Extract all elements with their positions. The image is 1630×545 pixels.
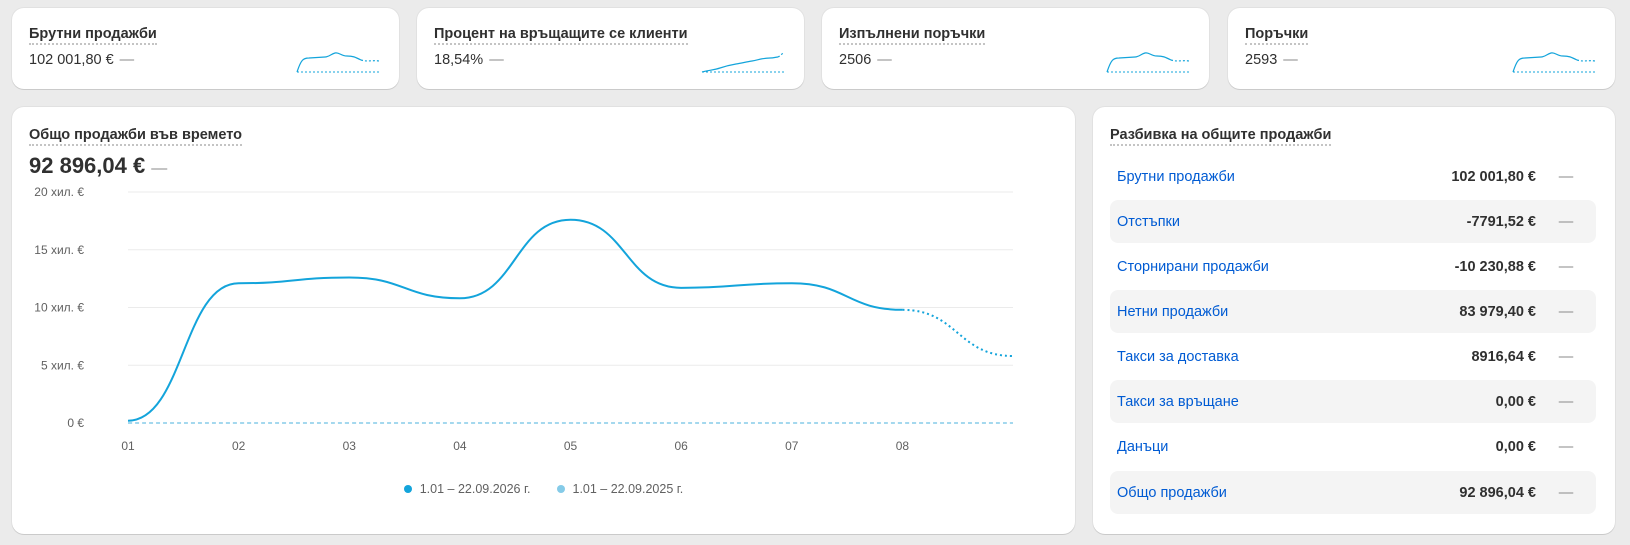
breakdown-value: 0,00 € xyxy=(1495,438,1536,455)
y-tick-label: 0 € xyxy=(67,416,84,430)
breakdown-value: 83 979,40 € xyxy=(1459,303,1536,320)
x-tick-label: 06 xyxy=(674,439,688,453)
x-tick-label: 01 xyxy=(121,439,135,453)
legend-dot-icon xyxy=(403,485,412,493)
breakdown-label[interactable]: Такси за доставка xyxy=(1117,348,1239,365)
breakdown-change: — xyxy=(1558,303,1574,320)
breakdown-row-shipping[interactable]: Такси за доставка 8916,64 € — xyxy=(1110,335,1596,378)
breakdown-change: — xyxy=(1558,438,1574,455)
sales-breakdown-card: Разбивка на общите продажби Брутни прода… xyxy=(1093,107,1615,534)
breakdown-change: — xyxy=(1558,258,1574,275)
metric-card-fulfilled-orders[interactable]: Изпълнени поръчки 2506— xyxy=(822,8,1209,89)
breakdown-label[interactable]: Общо продажби xyxy=(1117,484,1227,501)
x-tick-label: 03 xyxy=(343,439,357,453)
chart-legend: 1.01 – 22.09.2026 г. 1.01 – 22.09.2025 г… xyxy=(12,482,1075,496)
breakdown-change: — xyxy=(1558,484,1574,501)
legend-dot-icon xyxy=(556,485,565,493)
legend-label: 1.01 – 22.09.2026 г. xyxy=(419,482,531,496)
breakdown-row-total-sales[interactable]: Общо продажби 92 896,04 € — xyxy=(1110,471,1596,514)
breakdown-change: — xyxy=(1558,348,1574,365)
sparkline xyxy=(1106,52,1190,73)
y-tick-label: 20 хил. € xyxy=(34,185,84,199)
metric-title[interactable]: Поръчки xyxy=(1245,26,1309,45)
sparkline xyxy=(1512,52,1596,73)
metric-value: 18,54% — xyxy=(434,52,504,68)
series-line-current xyxy=(127,218,903,422)
breakdown-change: — xyxy=(1558,393,1574,410)
breakdown-row-discounts[interactable]: Отстъпки -7791,52 € — xyxy=(1110,200,1596,243)
metric-card-gross-sales[interactable]: Брутни продажби 102 001,80 € — xyxy=(12,8,399,89)
breakdown-row-gross-sales[interactable]: Брутни продажби 102 001,80 € — xyxy=(1110,155,1596,198)
breakdown-label[interactable]: Брутни продажби xyxy=(1117,168,1235,185)
breakdown-row-returns[interactable]: Сторнирани продажби -10 230,88 € — xyxy=(1110,245,1596,288)
breakdown-change: — xyxy=(1558,213,1574,230)
x-tick-label: 08 xyxy=(896,439,910,453)
breakdown-label[interactable]: Нетни продажби xyxy=(1117,303,1229,320)
breakdown-title[interactable]: Разбивка на общите продажби xyxy=(1110,127,1332,146)
breakdown-label[interactable]: Такси за връщане xyxy=(1117,393,1239,410)
x-tick-label: 05 xyxy=(564,439,578,453)
y-tick-label: 10 хил. € xyxy=(34,301,84,315)
chart-title[interactable]: Общо продажби във времето xyxy=(29,127,242,146)
total-sales-value: 92 896,04 € — xyxy=(29,153,168,178)
sales-over-time-card: Общо продажби във времето 92 896,04 € — 2… xyxy=(12,107,1075,534)
breakdown-row-net-sales[interactable]: Нетни продажби 83 979,40 € — xyxy=(1110,290,1596,333)
metric-title[interactable]: Процент на връщащите се клиенти xyxy=(434,26,688,45)
metric-title[interactable]: Изпълнени поръчки xyxy=(839,26,986,45)
breakdown-row-return-fees[interactable]: Такси за връщане 0,00 € — xyxy=(1110,380,1596,423)
y-tick-label: 5 хил. € xyxy=(41,358,84,372)
legend-item-previous[interactable]: 1.01 – 22.09.2025 г. xyxy=(556,482,684,496)
breakdown-value: -10 230,88 € xyxy=(1454,258,1536,275)
sales-line-chart[interactable]: 20 хил. € 15 хил. € 10 хил. € 5 хил. € 0 € 01… xyxy=(12,107,1075,477)
metric-value: 2506— xyxy=(839,52,892,68)
sparkline xyxy=(296,52,380,73)
breakdown-value: -7791,52 € xyxy=(1466,213,1536,230)
breakdown-value: 0,00 € xyxy=(1495,393,1536,410)
breakdown-value: 8916,64 € xyxy=(1471,348,1536,365)
x-tick-label: 04 xyxy=(453,439,467,453)
breakdown-value: 102 001,80 € xyxy=(1451,168,1536,185)
x-tick-label: 02 xyxy=(232,439,246,453)
y-tick-label: 15 хил. € xyxy=(34,243,84,257)
breakdown-label[interactable]: Данъци xyxy=(1117,438,1169,455)
metric-card-returning-customers[interactable]: Процент на връщащите се клиенти 18,54% — xyxy=(417,8,804,89)
series-line-current-projected xyxy=(902,308,1014,358)
breakdown-change: — xyxy=(1558,168,1574,185)
x-tick-label: 07 xyxy=(785,439,799,453)
metric-title[interactable]: Брутни продажби xyxy=(29,26,157,45)
metric-value: 2593— xyxy=(1245,52,1298,68)
legend-label: 1.01 – 22.09.2025 г. xyxy=(572,482,684,496)
breakdown-label[interactable]: Отстъпки xyxy=(1117,213,1181,230)
metric-value: 102 001,80 € — xyxy=(29,52,135,68)
breakdown-value: 92 896,04 € xyxy=(1459,484,1536,501)
sparkline xyxy=(701,51,785,73)
breakdown-row-taxes[interactable]: Данъци 0,00 € — xyxy=(1110,425,1596,468)
legend-item-current[interactable]: 1.01 – 22.09.2026 г. xyxy=(403,482,531,496)
breakdown-label[interactable]: Сторнирани продажби xyxy=(1117,258,1269,275)
metric-card-orders[interactable]: Поръчки 2593— xyxy=(1228,8,1615,89)
